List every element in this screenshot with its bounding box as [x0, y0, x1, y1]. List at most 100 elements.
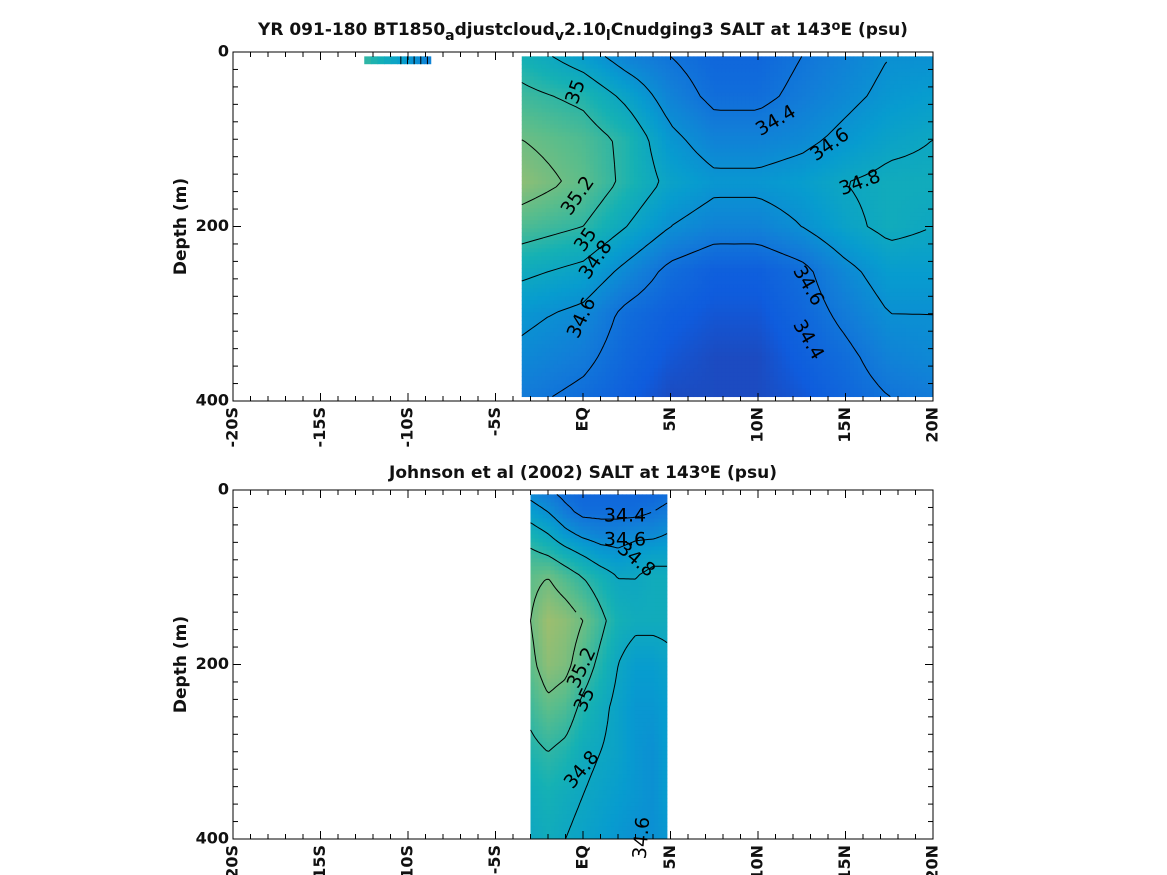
field-cell [769, 208, 775, 213]
field-cell [745, 60, 751, 65]
field-cell [693, 176, 699, 181]
field-cell [685, 100, 691, 105]
field-cell [697, 212, 703, 217]
field-cell [597, 120, 603, 125]
field-cell [621, 60, 627, 65]
field-cell [601, 180, 607, 185]
field-cell [777, 176, 783, 181]
field-cell [829, 168, 835, 173]
field-cell [853, 64, 859, 69]
field-cell [885, 116, 891, 121]
field-cell [781, 204, 787, 209]
field-cell [653, 224, 659, 229]
field-cell [529, 164, 535, 169]
field-cell [609, 180, 615, 185]
field-cell [565, 160, 571, 165]
field-cell [537, 204, 543, 209]
field-cell [677, 72, 683, 77]
field-cell [649, 172, 655, 177]
field-cell [865, 80, 871, 85]
field-cell [609, 100, 615, 105]
field-cell [793, 244, 799, 249]
field-cell [565, 236, 571, 241]
field-cell [909, 192, 915, 197]
field-cell [533, 240, 539, 245]
field-cell [809, 192, 815, 197]
field-cell [569, 144, 575, 149]
field-cell [573, 96, 579, 101]
field-cell [601, 116, 607, 121]
field-cell [737, 228, 743, 233]
field-cell [833, 216, 839, 221]
field-cell [665, 92, 671, 97]
field-cell [573, 168, 579, 173]
field-cell [593, 240, 599, 245]
field-cell [869, 76, 875, 81]
field-cell [769, 112, 775, 117]
field-cell [585, 208, 591, 213]
field-cell [881, 72, 887, 77]
field-cell [893, 88, 899, 93]
field-cell [601, 72, 607, 77]
field-cell [781, 100, 787, 105]
field-cell [705, 232, 711, 237]
field-cell [761, 96, 767, 101]
field-cell [561, 168, 567, 173]
field-cell [925, 200, 931, 205]
field-cell [749, 192, 755, 197]
field-cell [897, 108, 903, 113]
field-cell [609, 140, 615, 145]
field-cell [597, 164, 603, 169]
field-cell [553, 124, 559, 129]
field-cell [581, 80, 587, 85]
field-cell [569, 220, 575, 225]
field-cell [597, 140, 603, 145]
field-cell [693, 112, 699, 117]
field-cell [857, 152, 863, 157]
field-cell [729, 104, 735, 109]
field-cell [893, 56, 899, 61]
field-cell [749, 204, 755, 209]
field-cell [585, 128, 591, 133]
field-cell [817, 104, 823, 109]
field-cell [765, 76, 771, 81]
field-cell [821, 244, 827, 249]
field-cell [909, 208, 915, 213]
field-cell [545, 184, 551, 189]
field-cell [765, 128, 771, 133]
field-cell [873, 212, 879, 217]
field-cell [749, 112, 755, 117]
field-cell [577, 80, 583, 85]
field-cell [605, 112, 611, 117]
field-cell [641, 108, 647, 113]
field-cell [529, 112, 535, 117]
field-cell [873, 96, 879, 101]
field-cell [929, 108, 934, 113]
field-cell [761, 60, 767, 65]
field-cell [673, 176, 679, 181]
field-cell [673, 196, 679, 201]
field-cell [525, 148, 531, 153]
field-cell [905, 216, 911, 221]
field-cell [781, 220, 787, 225]
field-cell [597, 136, 603, 141]
field-cell [717, 72, 723, 77]
field-cell [645, 72, 651, 77]
field-cell [537, 84, 543, 89]
field-cell [789, 124, 795, 129]
field-cell [753, 100, 759, 105]
field-cell [721, 224, 727, 229]
field-cell [717, 64, 723, 69]
field-cell [685, 96, 691, 101]
field-cell [833, 128, 839, 133]
field-cell [553, 236, 559, 241]
field-cell [833, 228, 839, 233]
field-cell [661, 88, 667, 93]
field-cell [573, 140, 579, 145]
field-cell [893, 124, 899, 129]
field-cell [601, 192, 607, 197]
field-cell [745, 148, 751, 153]
field-cell [921, 120, 927, 125]
field-cell [709, 116, 715, 121]
field-cell [757, 240, 763, 245]
